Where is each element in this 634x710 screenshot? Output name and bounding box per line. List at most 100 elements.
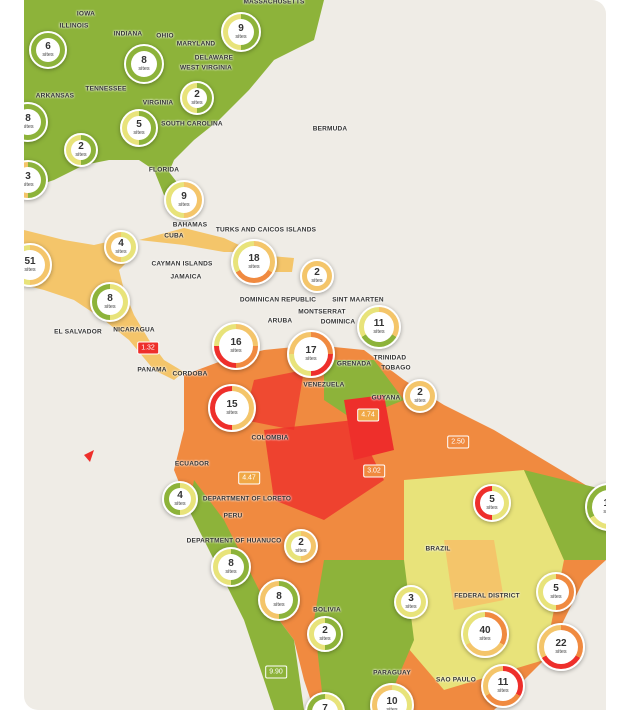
cluster-unit: sites [104,304,116,310]
cluster-count: 5 [136,119,142,130]
cluster-count: 3 [408,593,414,604]
site-cluster[interactable]: 15 sites [208,384,256,432]
cluster-center: 5 sites [543,579,569,605]
cluster-unit: sites [230,348,242,354]
cluster-count: 2 [314,267,320,278]
cluster-unit: sites [273,602,285,608]
site-cluster[interactable]: 11 sites [357,305,401,349]
price-marker[interactable]: 9.90 [265,665,287,679]
price-marker[interactable]: 4.74 [357,408,379,422]
cluster-count: 11 [497,677,509,688]
cluster-count: 4 [177,490,183,501]
cluster-unit: sites [386,707,398,710]
site-cluster[interactable]: 5 sites [536,572,576,612]
site-cluster[interactable]: 40 sites [461,610,509,658]
cluster-count: 17 [305,345,317,356]
price-marker[interactable]: 2.50 [447,435,469,449]
cluster-unit: sites [497,688,509,694]
cluster-unit: sites [405,604,417,610]
place-label: MONTSERRAT [298,308,346,316]
cluster-count: 40 [479,625,491,636]
cluster-center: 40 sites [468,617,502,651]
place-label: BRAZIL [425,545,451,553]
site-cluster[interactable]: 2 sites [64,133,98,167]
site-cluster[interactable]: 4 sites [104,230,138,264]
cluster-unit: sites [305,356,317,362]
place-label: CUBA [164,232,184,240]
cluster-center: 2 sites [410,386,430,406]
cluster-unit: sites [138,66,150,72]
place-label: COLOMBIA [251,434,289,442]
place-label: SOUTH CAROLINA [161,120,223,128]
cluster-count: 2 [78,141,84,152]
price-marker[interactable]: 1.32 [137,341,159,355]
cluster-center: 9 sites [171,187,197,213]
place-label: PANAMA [137,366,167,374]
site-cluster[interactable]: 17 sites [287,330,335,378]
site-cluster[interactable]: 22 sites [537,623,585,671]
place-label: CAYMAN ISLANDS [151,260,213,268]
place-label: ECUADOR [174,460,210,468]
cluster-count: 9 [181,191,187,202]
cluster-count: 22 [555,638,567,649]
cluster-unit: sites [226,410,238,416]
site-cluster[interactable]: 9 sites [164,180,204,220]
place-label: ARKANSAS [35,92,75,100]
site-cluster[interactable]: 2 sites [403,379,437,413]
site-cluster[interactable]: 9 sites [221,12,261,52]
site-cluster[interactable]: 5 sites [120,109,158,147]
cluster-center: 15 sites [215,391,249,425]
cluster-unit: sites [235,34,247,40]
cluster-unit: sites [75,152,87,158]
site-cluster[interactable]: 16 sites [212,322,260,370]
cluster-unit: sites [486,505,498,511]
price-marker[interactable]: 4.47 [238,471,260,485]
cluster-unit: sites [319,636,331,642]
cluster-count: 2 [322,625,328,636]
cluster-count: 5 [489,494,495,505]
place-label: TRINIDAD [373,354,407,362]
cluster-center: 14sites [592,490,606,524]
cluster-count: 10 [386,696,398,707]
place-label: FEDERAL DISTRICT [454,592,520,600]
cluster-center: 4 sites [169,488,191,510]
site-cluster[interactable]: 18 sites [231,239,277,285]
place-label: DOMINICAN REPUBLIC [239,296,317,304]
site-cluster[interactable]: 4 sites [162,481,198,517]
cluster-unit: sites [24,124,34,130]
site-cluster[interactable]: 11 sites [481,664,525,708]
risk-zone-very-high [244,370,304,430]
cluster-count: 8 [276,591,282,602]
site-cluster[interactable]: 5 sites [473,484,511,522]
place-label: INDIANA [113,30,143,38]
site-cluster[interactable]: 2 sites [180,81,214,115]
site-cluster[interactable]: 2 sites [300,259,334,293]
price-marker[interactable]: 3.02 [363,464,385,478]
site-cluster[interactable]: 2 sites [284,529,318,563]
place-label: SAO PAULO [436,676,476,684]
site-cluster[interactable]: 6 sites [29,31,67,69]
place-label: DEPARTMENT OF HUANUCO [186,537,282,545]
cluster-center: 17 sites [294,337,328,371]
place-label: FLORIDA [148,166,180,174]
map-canvas[interactable]: IOWA ILLINOIS INDIANA OHIO MASSACHUSETTS MARY… [24,0,606,710]
cluster-unit: sites [311,278,323,284]
cluster-center: 11 sites [488,671,518,701]
place-label: WEST VIRGINIA [179,64,233,72]
cluster-unit: sites [603,509,606,515]
site-cluster[interactable]: 2 sites [307,616,343,652]
cluster-center: 2 sites [187,88,207,108]
place-label: VIRGINIA [142,99,174,107]
page-margin [606,0,634,710]
